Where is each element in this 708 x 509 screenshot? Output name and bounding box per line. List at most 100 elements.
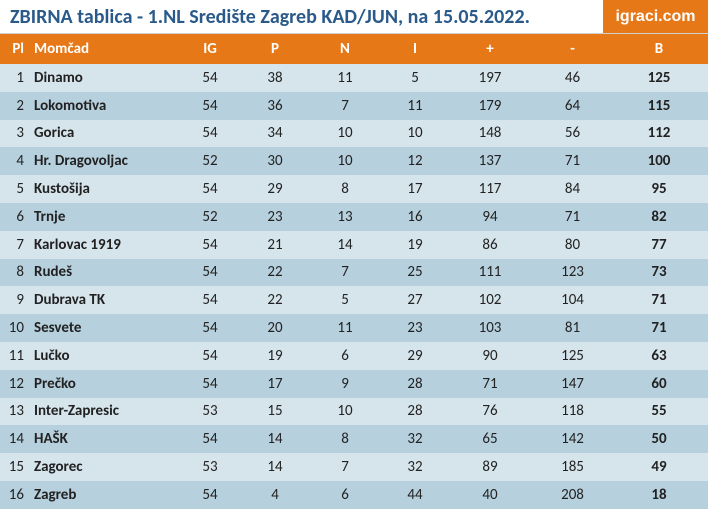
cell-pl: 12 <box>0 375 30 393</box>
cell-plus: 111 <box>450 263 530 281</box>
cell-n: 7 <box>310 97 380 115</box>
cell-team: Gorica <box>30 124 180 142</box>
cell-team: Sesvete <box>30 319 180 337</box>
cell-i: 28 <box>380 402 450 420</box>
table-row: 16Zagreb5446444020818 <box>0 481 708 509</box>
cell-minus: 71 <box>530 152 615 170</box>
cell-minus: 80 <box>530 236 615 254</box>
cell-i: 17 <box>380 180 450 198</box>
col-header-n: N <box>310 40 380 58</box>
cell-p: 30 <box>240 152 310 170</box>
cell-n: 11 <box>310 319 380 337</box>
cell-i: 28 <box>380 375 450 393</box>
cell-pl: 1 <box>0 69 30 87</box>
cell-plus: 102 <box>450 291 530 309</box>
cell-p: 14 <box>240 458 310 476</box>
cell-b: 71 <box>615 291 703 309</box>
cell-i: 32 <box>380 430 450 448</box>
cell-p: 21 <box>240 236 310 254</box>
table-row: 14HAŠK54148326514250 <box>0 425 708 453</box>
cell-i: 27 <box>380 291 450 309</box>
cell-minus: 81 <box>530 319 615 337</box>
cell-ig: 54 <box>180 347 240 365</box>
cell-minus: 185 <box>530 458 615 476</box>
cell-minus: 208 <box>530 486 615 504</box>
cell-ig: 54 <box>180 291 240 309</box>
cell-b: 115 <box>615 97 703 115</box>
cell-b: 63 <box>615 347 703 365</box>
cell-i: 25 <box>380 263 450 281</box>
cell-ig: 54 <box>180 236 240 254</box>
cell-team: HAŠK <box>30 430 180 448</box>
cell-i: 44 <box>380 486 450 504</box>
cell-b: 71 <box>615 319 703 337</box>
cell-team: Prečko <box>30 375 180 393</box>
cell-n: 6 <box>310 486 380 504</box>
cell-p: 17 <box>240 375 310 393</box>
cell-minus: 84 <box>530 180 615 198</box>
cell-i: 10 <box>380 124 450 142</box>
cell-pl: 13 <box>0 402 30 420</box>
cell-plus: 65 <box>450 430 530 448</box>
cell-pl: 5 <box>0 180 30 198</box>
cell-n: 7 <box>310 458 380 476</box>
col-header-p: P <box>240 40 310 58</box>
cell-p: 38 <box>240 69 310 87</box>
cell-pl: 11 <box>0 347 30 365</box>
cell-team: Dubrava TK <box>30 291 180 309</box>
col-header-pl: Pl <box>0 40 30 58</box>
cell-minus: 125 <box>530 347 615 365</box>
cell-ig: 54 <box>180 263 240 281</box>
cell-plus: 71 <box>450 375 530 393</box>
cell-p: 36 <box>240 97 310 115</box>
cell-ig: 53 <box>180 458 240 476</box>
cell-n: 10 <box>310 152 380 170</box>
cell-plus: 40 <box>450 486 530 504</box>
col-header-i: I <box>380 40 450 58</box>
cell-ig: 54 <box>180 319 240 337</box>
cell-p: 15 <box>240 402 310 420</box>
cell-b: 95 <box>615 180 703 198</box>
cell-minus: 147 <box>530 375 615 393</box>
cell-pl: 4 <box>0 152 30 170</box>
cell-n: 5 <box>310 291 380 309</box>
cell-n: 6 <box>310 347 380 365</box>
cell-n: 10 <box>310 402 380 420</box>
cell-minus: 104 <box>530 291 615 309</box>
cell-b: 82 <box>615 208 703 226</box>
cell-n: 9 <box>310 375 380 393</box>
cell-plus: 94 <box>450 208 530 226</box>
cell-minus: 64 <box>530 97 615 115</box>
cell-ig: 54 <box>180 486 240 504</box>
cell-plus: 179 <box>450 97 530 115</box>
cell-b: 77 <box>615 236 703 254</box>
table-row: 3Gorica5434101014856112 <box>0 120 708 148</box>
cell-team: Dinamo <box>30 69 180 87</box>
col-header-b: B <box>615 40 703 58</box>
cell-plus: 89 <box>450 458 530 476</box>
cell-plus: 117 <box>450 180 530 198</box>
cell-i: 5 <box>380 69 450 87</box>
cell-ig: 54 <box>180 180 240 198</box>
cell-ig: 54 <box>180 69 240 87</box>
cell-b: 112 <box>615 124 703 142</box>
cell-p: 20 <box>240 319 310 337</box>
cell-pl: 10 <box>0 319 30 337</box>
cell-pl: 9 <box>0 291 30 309</box>
cell-ig: 52 <box>180 152 240 170</box>
cell-pl: 6 <box>0 208 30 226</box>
cell-pl: 14 <box>0 430 30 448</box>
cell-ig: 54 <box>180 430 240 448</box>
cell-n: 7 <box>310 263 380 281</box>
cell-i: 19 <box>380 236 450 254</box>
cell-minus: 118 <box>530 402 615 420</box>
cell-plus: 76 <box>450 402 530 420</box>
cell-b: 73 <box>615 263 703 281</box>
cell-pl: 3 <box>0 124 30 142</box>
header-row: Pl Momčad IG P N I + - B <box>0 34 708 64</box>
cell-i: 23 <box>380 319 450 337</box>
cell-team: Lučko <box>30 347 180 365</box>
table-row: 2Lokomotiva543671117964115 <box>0 92 708 120</box>
site-logo: igraci.com <box>603 0 708 33</box>
cell-ig: 53 <box>180 402 240 420</box>
